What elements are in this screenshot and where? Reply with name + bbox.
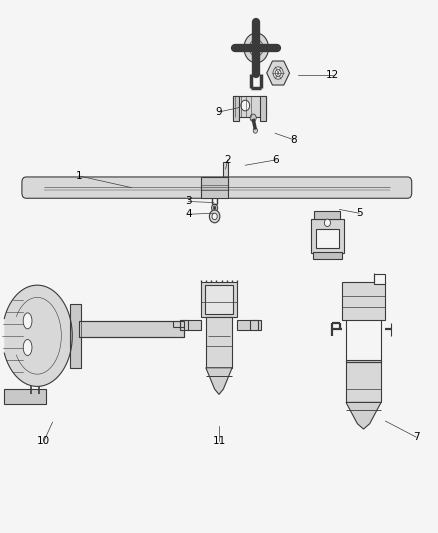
Bar: [201, 282, 237, 317]
Text: 4: 4: [185, 209, 192, 219]
Ellipse shape: [23, 313, 32, 329]
FancyBboxPatch shape: [22, 177, 412, 198]
Text: 7: 7: [413, 432, 420, 442]
Text: 5: 5: [356, 208, 363, 218]
Bar: [346, 360, 381, 362]
Circle shape: [209, 210, 220, 223]
Bar: [311, 219, 344, 253]
Text: 2: 2: [224, 155, 231, 165]
Polygon shape: [267, 61, 290, 85]
Bar: [201, 177, 228, 198]
Polygon shape: [346, 402, 381, 429]
Bar: [346, 362, 381, 402]
Bar: [233, 96, 266, 117]
Circle shape: [275, 70, 281, 76]
Bar: [316, 229, 339, 248]
Text: 11: 11: [212, 437, 226, 446]
Polygon shape: [4, 285, 72, 386]
Bar: [260, 96, 266, 121]
Text: 1: 1: [75, 171, 82, 181]
Circle shape: [273, 67, 283, 79]
Bar: [206, 317, 232, 368]
Bar: [205, 285, 233, 314]
Bar: [180, 320, 201, 330]
Bar: [374, 274, 385, 284]
Text: 12: 12: [326, 70, 339, 79]
Circle shape: [250, 114, 256, 122]
Circle shape: [212, 204, 218, 212]
Circle shape: [249, 39, 263, 56]
Ellipse shape: [23, 340, 32, 356]
Circle shape: [324, 219, 330, 227]
Circle shape: [212, 213, 217, 220]
Polygon shape: [206, 368, 232, 394]
Circle shape: [213, 206, 216, 209]
Bar: [314, 211, 340, 219]
Bar: [237, 320, 261, 330]
Text: 3: 3: [185, 197, 192, 206]
Circle shape: [253, 128, 258, 133]
Bar: [313, 252, 342, 259]
Bar: [4, 389, 46, 404]
Circle shape: [241, 100, 250, 111]
Text: 10: 10: [37, 437, 50, 446]
Bar: [233, 96, 239, 121]
Bar: [79, 321, 184, 337]
Circle shape: [244, 33, 268, 63]
Bar: [70, 304, 81, 368]
Text: 9: 9: [215, 107, 223, 117]
Bar: [342, 282, 385, 320]
Text: 6: 6: [272, 155, 279, 165]
Text: 8: 8: [290, 135, 297, 144]
Bar: [223, 162, 228, 177]
